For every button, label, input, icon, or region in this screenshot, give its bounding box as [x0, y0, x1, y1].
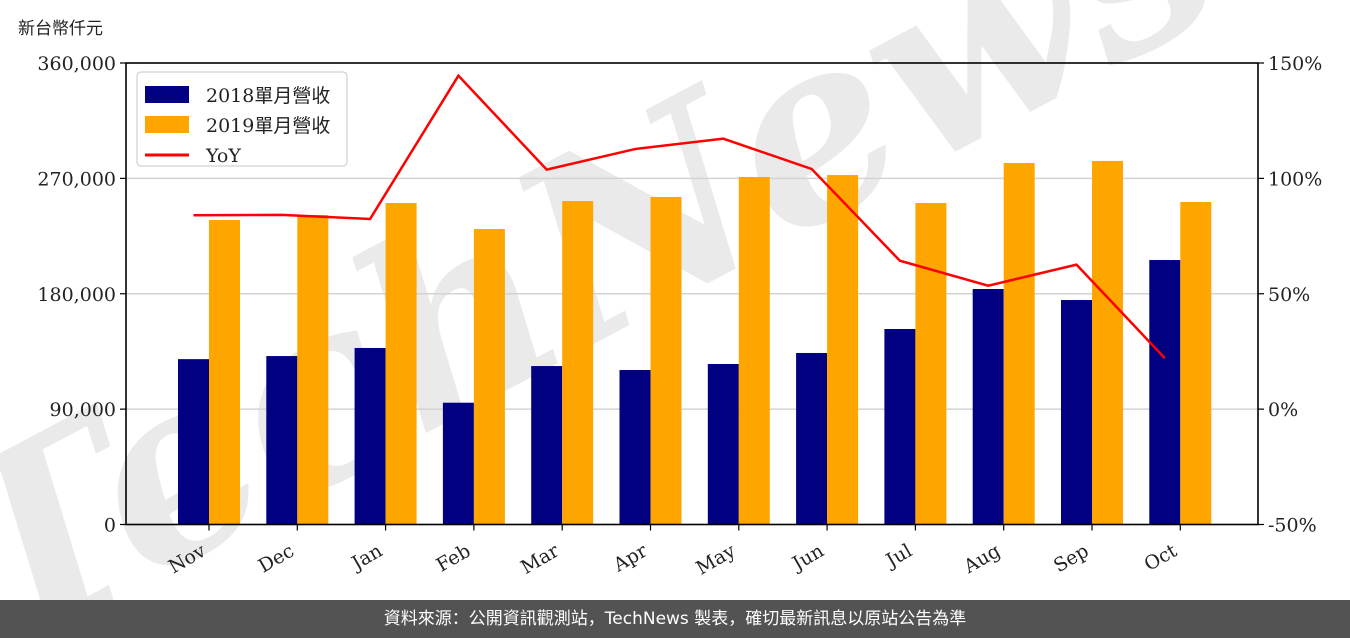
- y-tick-label: 0: [104, 515, 116, 537]
- yoy-polyline: [193, 73, 1166, 359]
- bar-2019-feb: [473, 229, 505, 525]
- bar-2018-jun: [796, 352, 828, 525]
- legend-label: 2019單月營收: [206, 115, 330, 137]
- y-tick-label: 180,000: [37, 284, 116, 306]
- x-tick-label: Sep: [1050, 540, 1093, 577]
- x-tick-label: Feb: [433, 540, 475, 577]
- bar-2018-jan: [354, 347, 386, 525]
- y2-tick-label: 50%: [1268, 284, 1310, 306]
- y-axis-unit-label: 新台幣仟元: [18, 19, 103, 39]
- legend-swatch: [145, 86, 189, 103]
- bar-2018-sep: [1061, 300, 1092, 525]
- x-tick-label: Jun: [787, 540, 828, 576]
- bar-2019-dec: [297, 215, 329, 525]
- bar-2018-may: [707, 364, 739, 525]
- legend-label: YoY: [205, 145, 241, 167]
- bar-2018-nov: [178, 359, 209, 525]
- bar-2019-nov: [209, 220, 240, 525]
- bar-2019-jan: [385, 202, 417, 525]
- y-tick-label: 360,000: [37, 53, 116, 75]
- y2-tick-label: 0%: [1268, 399, 1298, 421]
- y-tick-label: 90,000: [50, 399, 116, 421]
- bar-2018-mar: [531, 366, 563, 525]
- bar-2019-jul: [915, 202, 947, 525]
- bar-2018-jul: [884, 329, 916, 525]
- x-tick-label: Aug: [959, 540, 1004, 579]
- bar-2019-apr: [650, 196, 682, 525]
- x-tick-label: Mar: [517, 539, 563, 578]
- legend: 2018單月營收 2019單月營收 YoY: [136, 71, 348, 167]
- bar-2018-dec: [266, 356, 298, 525]
- y-tick-label: 270,000: [37, 168, 116, 190]
- y2-tick-label: 100%: [1268, 168, 1322, 190]
- bar-2019-sep: [1092, 160, 1123, 525]
- bar-2019-oct: [1180, 201, 1212, 525]
- bars: [178, 160, 1212, 525]
- bar-2019-mar: [562, 201, 594, 525]
- bar-2018-apr: [619, 370, 651, 525]
- bar-2018-aug: [972, 289, 1004, 525]
- chart: TechNews 090,000180,000270,000360,000-50…: [0, 0, 1322, 600]
- x-tick-label: Apr: [609, 539, 652, 576]
- y2-tick-label: -50%: [1268, 515, 1317, 537]
- bar-2018-oct: [1149, 260, 1181, 525]
- legend-swatch: [145, 116, 189, 133]
- legend-label: 2018單月營收: [206, 85, 330, 107]
- yoy-line: [193, 73, 1166, 359]
- x-tick-label: Jul: [881, 540, 916, 573]
- bar-2019-aug: [1003, 162, 1035, 525]
- y2-tick-label: 150%: [1268, 53, 1322, 75]
- bar-2019-jun: [827, 175, 859, 525]
- bar-2018-feb: [442, 402, 474, 525]
- x-tick-label: Oct: [1140, 540, 1181, 576]
- x-tick-label: Jan: [346, 540, 386, 576]
- source-footer: 資料來源：公開資訊觀測站，TechNews 製表，確切最新訊息以原站公告為準: [0, 600, 1350, 638]
- x-tick-label: May: [692, 540, 739, 580]
- bar-2019-may: [738, 176, 770, 525]
